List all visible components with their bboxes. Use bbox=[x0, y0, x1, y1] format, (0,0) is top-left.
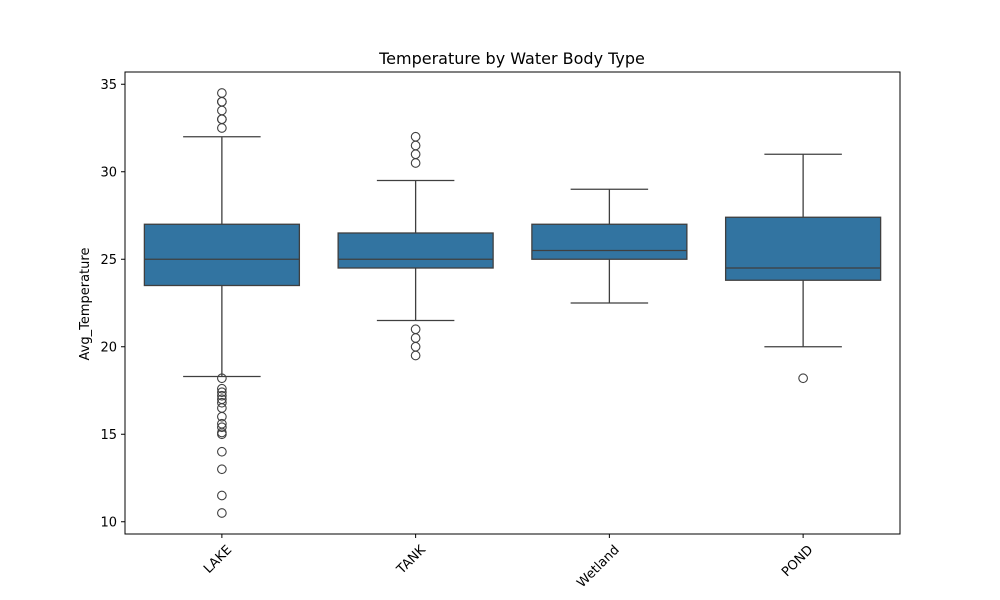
y-tick-label: 10 bbox=[100, 515, 117, 530]
x-tick-label: Wetland bbox=[574, 543, 622, 591]
outlier-point bbox=[410, 324, 421, 335]
outlier-point bbox=[217, 403, 227, 413]
outlier-point bbox=[410, 350, 421, 361]
x-tick-label: LAKE bbox=[201, 543, 235, 577]
iqr-box bbox=[724, 216, 882, 281]
outlier-point bbox=[217, 88, 227, 98]
outlier-point bbox=[217, 390, 227, 401]
outlier-point bbox=[410, 158, 421, 168]
iqr-box bbox=[531, 223, 688, 260]
box-group-lake bbox=[143, 88, 301, 518]
outlier-point bbox=[410, 341, 421, 352]
outlier-point bbox=[410, 333, 421, 343]
iqr-box bbox=[337, 232, 494, 269]
y-tick-label: 25 bbox=[100, 253, 117, 268]
y-tick-label: 35 bbox=[100, 78, 117, 93]
box-group-wetland bbox=[531, 188, 688, 304]
outlier-point bbox=[217, 373, 227, 384]
y-axis-label: Avg_Temperature bbox=[78, 248, 93, 361]
chart-title: Temperature by Water Body Type bbox=[378, 49, 645, 68]
outlier-point bbox=[410, 149, 421, 160]
outlier-point bbox=[217, 123, 227, 133]
outlier-point bbox=[217, 464, 227, 475]
y-tick-label: 15 bbox=[100, 428, 117, 443]
outlier-point bbox=[217, 429, 227, 440]
outlier-point bbox=[217, 411, 227, 422]
iqr-box bbox=[143, 223, 301, 287]
outlier-point bbox=[217, 105, 227, 116]
outlier-point bbox=[217, 387, 227, 398]
outlier-point bbox=[798, 373, 808, 384]
y-tick-label: 20 bbox=[100, 340, 117, 355]
outlier-point bbox=[217, 490, 227, 501]
x-tick-label: TANK bbox=[393, 542, 429, 578]
outlier-point bbox=[217, 383, 227, 394]
outlier-point bbox=[217, 96, 227, 107]
outlier-point bbox=[217, 508, 227, 518]
outlier-point bbox=[217, 397, 227, 408]
box-group-pond bbox=[724, 153, 882, 384]
plot-area bbox=[143, 88, 882, 518]
y-tick-label: 30 bbox=[100, 165, 117, 180]
outlier-point bbox=[217, 446, 227, 457]
outlier-point bbox=[217, 114, 227, 125]
outlier-point bbox=[217, 422, 227, 433]
plot-frame bbox=[124, 71, 901, 535]
x-tick-label: POND bbox=[779, 543, 816, 580]
outlier-point bbox=[410, 140, 421, 151]
outlier-point bbox=[410, 131, 421, 142]
box-group-tank bbox=[337, 131, 494, 361]
